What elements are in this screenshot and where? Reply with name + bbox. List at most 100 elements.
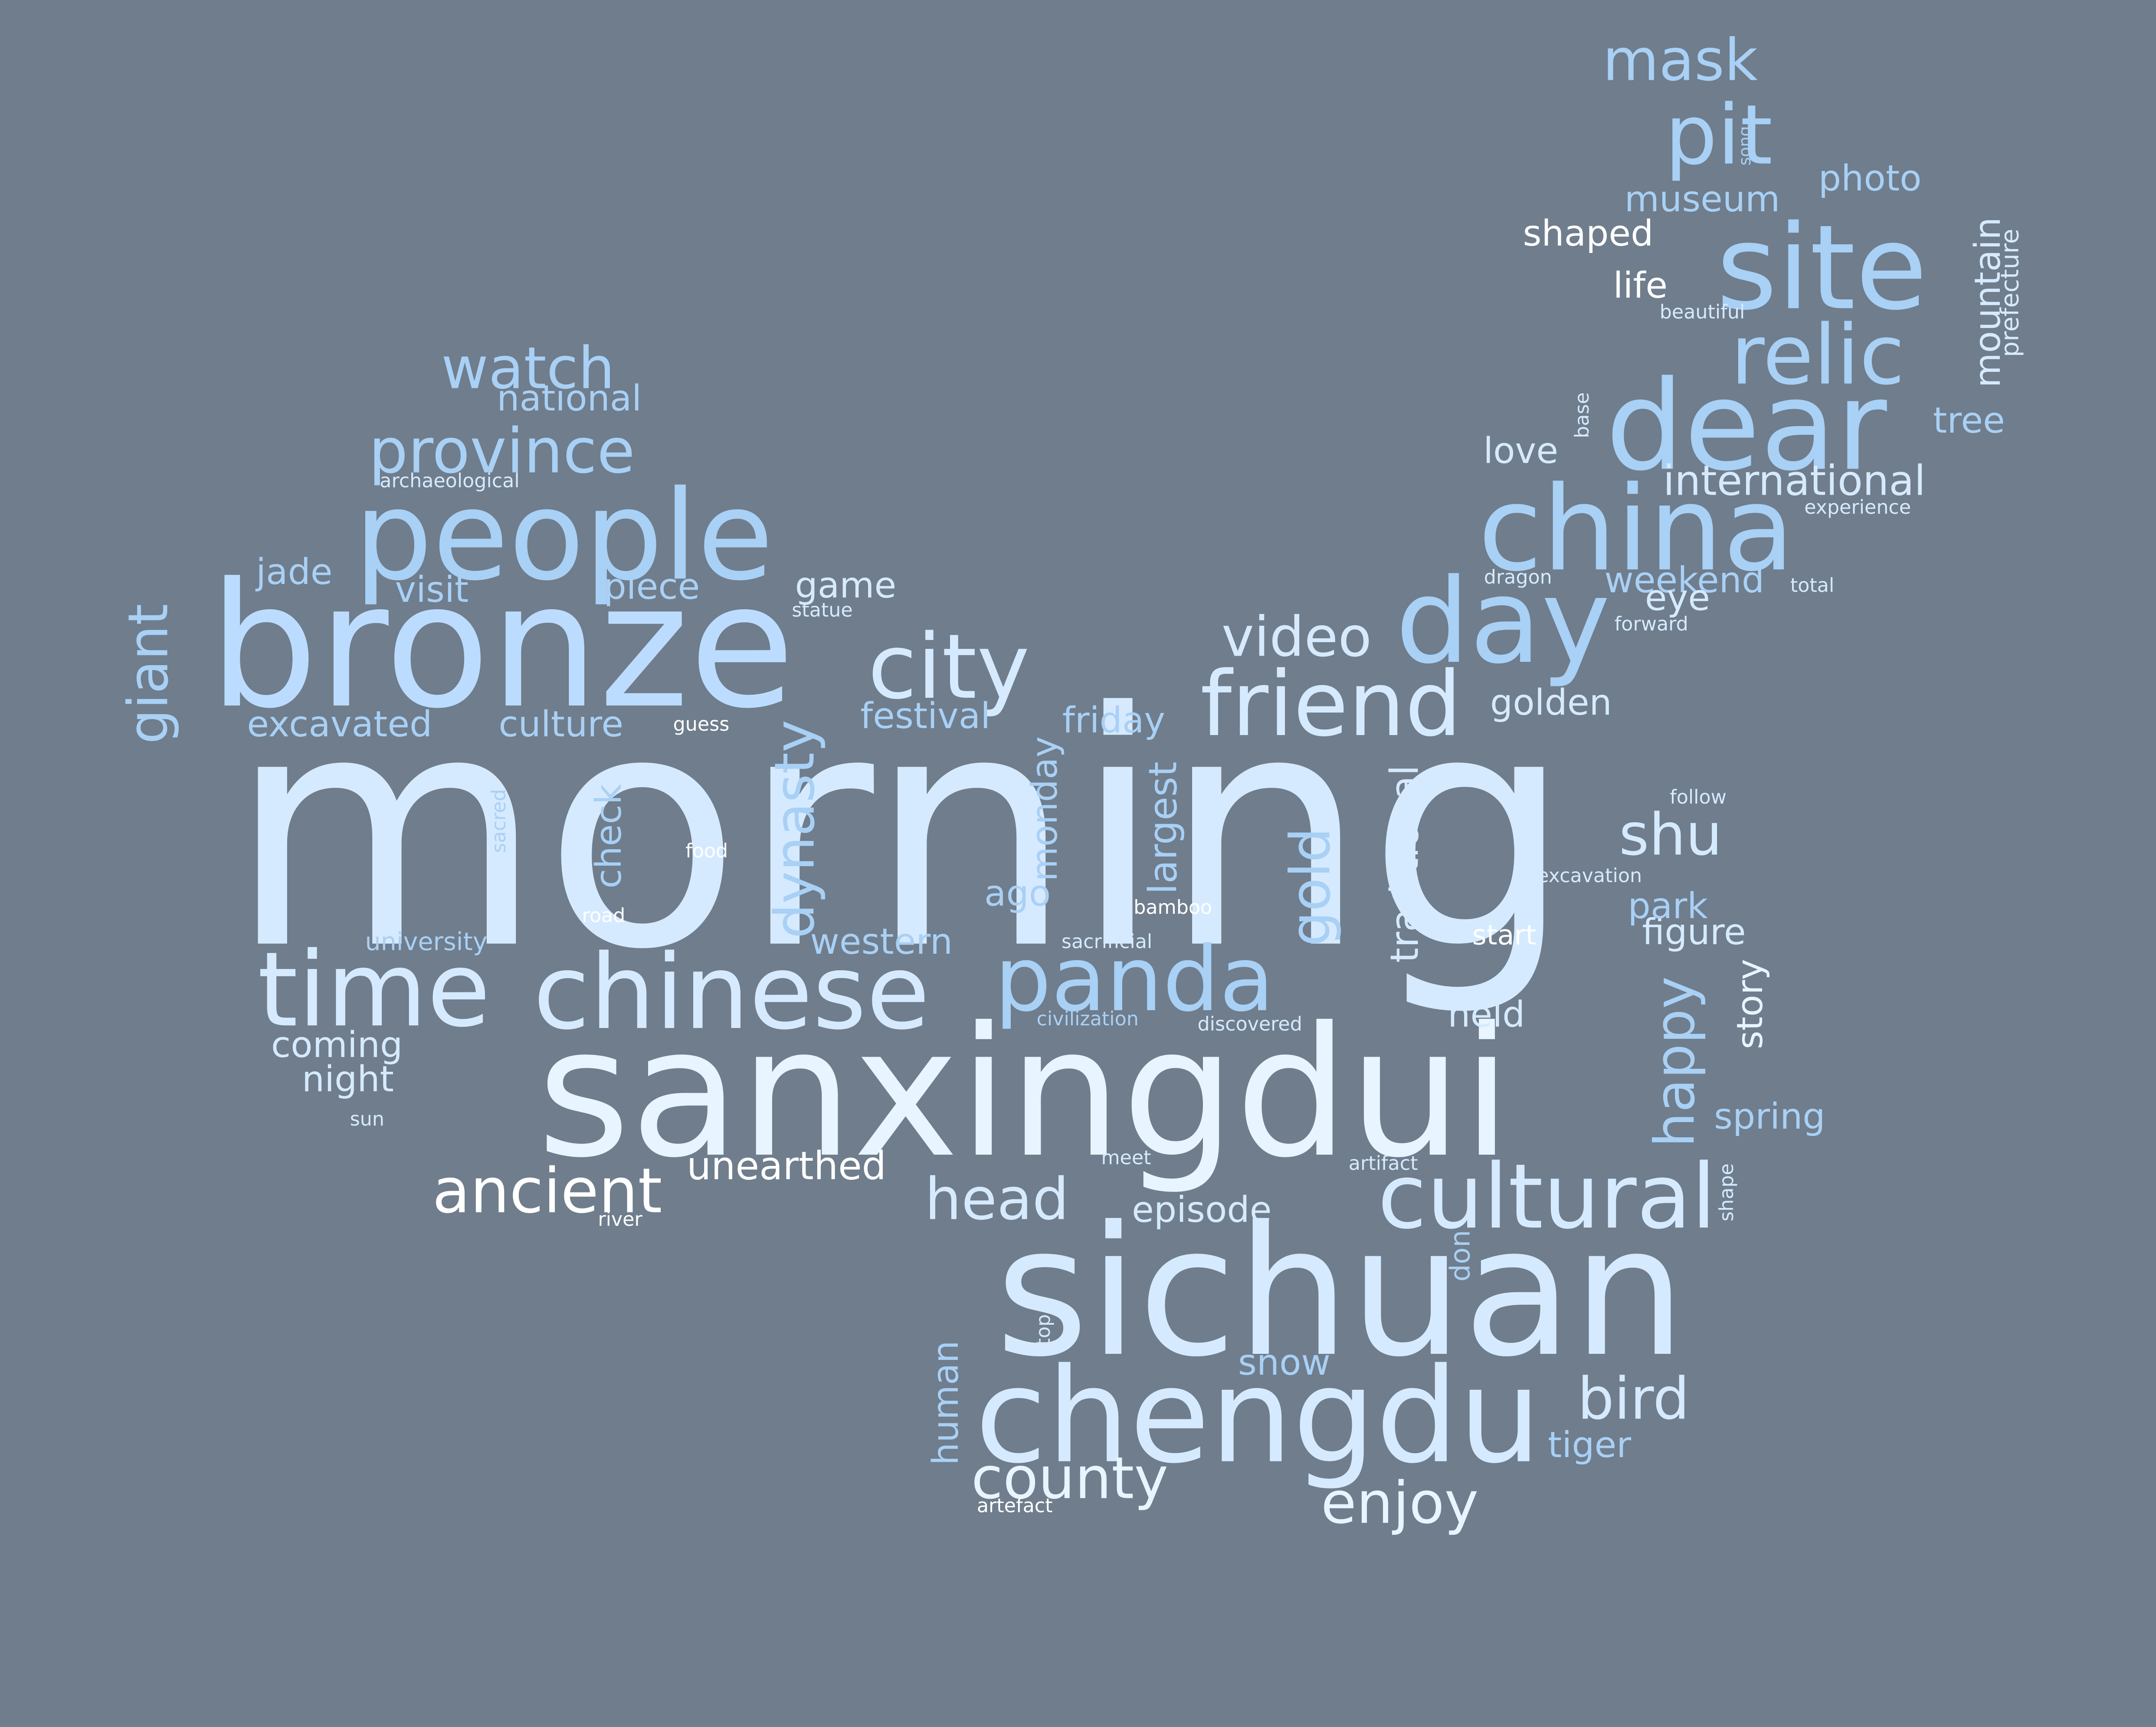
word-relic: relic <box>1730 306 1905 403</box>
word-game: game <box>795 565 897 607</box>
word-friday: friday <box>1062 699 1166 741</box>
word-culture: culture <box>498 704 624 745</box>
word-gold: gold <box>1278 827 1343 947</box>
word-held: held <box>1448 994 1525 1035</box>
word-song: song <box>1735 126 1755 166</box>
word-traditional: traditional <box>1383 765 1427 963</box>
word-panda: panda <box>994 927 1275 1031</box>
word-museum: museum <box>1624 178 1780 220</box>
word-sichuan: sichuan <box>995 1189 1686 1397</box>
word-day: day <box>1395 553 1611 689</box>
word-statue: statue <box>792 599 853 622</box>
word-base: base <box>1571 392 1594 439</box>
word-river: river <box>598 1208 642 1231</box>
word-park: park <box>1628 885 1708 927</box>
word-road: road <box>582 904 626 927</box>
word-total: total <box>1790 575 1835 597</box>
word-snow: snow <box>1238 1342 1330 1383</box>
word-guess: guess <box>673 713 730 736</box>
word-top: top <box>1032 1314 1055 1346</box>
word-province: province <box>368 415 635 487</box>
word-site: site <box>1716 200 1928 336</box>
word-sanxingdui: sanxingdui <box>537 989 1512 1197</box>
word-shu: shu <box>1619 801 1723 869</box>
word-tiger: tiger <box>1548 1425 1632 1466</box>
word-sun: sun <box>350 1108 384 1130</box>
word-life: life <box>1613 265 1668 307</box>
word-monday: monday <box>1024 736 1065 882</box>
word-food: food <box>685 840 728 862</box>
word-pit: pit <box>1665 86 1773 183</box>
word-giant: giant <box>116 604 180 744</box>
word-cultural: cultural <box>1377 1144 1717 1249</box>
word-tree: tree <box>1933 400 2005 441</box>
word-excavation: excavation <box>1537 864 1642 887</box>
word-head: head <box>924 1166 1069 1233</box>
word-civilization: civilization <box>1036 1008 1139 1030</box>
word-enjoy: enjoy <box>1320 1469 1479 1537</box>
word-friend: friend <box>1200 652 1462 756</box>
word-china: china <box>1478 461 1795 598</box>
word-sacrificial: sacrificial <box>1061 931 1153 953</box>
word-golden: golden <box>1490 682 1612 723</box>
word-don: don <box>1444 1230 1476 1282</box>
word-excavated: excavated <box>247 704 433 745</box>
word-meet: meet <box>1101 1146 1151 1169</box>
word-bird: bird <box>1577 1365 1690 1432</box>
word-piece: piece <box>603 566 700 608</box>
word-photo: photo <box>1818 158 1922 199</box>
word-dragon: dragon <box>1484 566 1552 589</box>
word-artifact: artifact <box>1348 1152 1418 1175</box>
word-shape: shape <box>1715 1163 1738 1222</box>
word-episode: episode <box>1132 1189 1272 1231</box>
word-people: people <box>354 464 774 608</box>
word-experience: experience <box>1804 496 1911 519</box>
word-morning: morning <box>228 644 1573 1020</box>
word-coming: coming <box>271 1024 403 1066</box>
word-largest: largest <box>1140 762 1186 895</box>
word-bamboo: bamboo <box>1134 896 1212 919</box>
word-story: story <box>1729 959 1771 1049</box>
word-prefecture: prefecture <box>1995 229 2025 358</box>
word-forward: forward <box>1614 613 1688 635</box>
word-chengdu: chengdu <box>975 1340 1542 1493</box>
word-chinese: chinese <box>533 932 930 1053</box>
word-time: time <box>257 930 491 1051</box>
word-ago: ago <box>984 873 1051 915</box>
word-archaeological: archaeological <box>380 470 520 492</box>
word-bronze: bronze <box>209 546 795 746</box>
word-university: university <box>365 927 488 956</box>
word-shaped: shaped <box>1523 213 1654 254</box>
word-ancient: ancient <box>432 1155 662 1227</box>
word-jade: jade <box>256 551 333 593</box>
word-night: night <box>301 1058 394 1100</box>
word-love: love <box>1483 430 1559 472</box>
word-festival: festival <box>860 696 991 737</box>
word-human: human <box>925 1340 967 1465</box>
word-weekend: weekend <box>1604 559 1765 601</box>
word-mask: mask <box>1602 26 1758 94</box>
word-happy: happy <box>1642 976 1707 1147</box>
word-discovered: discovered <box>1197 1013 1302 1036</box>
word-national: national <box>497 378 642 419</box>
word-unearthed: unearthed <box>687 1143 887 1189</box>
word-follow: follow <box>1670 786 1727 809</box>
word-sacred: sacred <box>488 789 510 853</box>
word-spring: spring <box>1714 1096 1825 1137</box>
word-county: county <box>971 1445 1169 1512</box>
word-artefact: artefact <box>976 1494 1053 1517</box>
word-western: western <box>810 921 953 962</box>
word-check: check <box>588 784 629 889</box>
word-city: city <box>868 615 1030 719</box>
word-dynasty: dynasty <box>762 720 827 939</box>
word-visit: visit <box>395 569 469 611</box>
word-international: international <box>1663 457 1926 505</box>
word-beautiful: beautiful <box>1659 301 1745 323</box>
word-dear: dear <box>1606 354 1887 498</box>
word-figure: figure <box>1642 911 1746 953</box>
word-start: start <box>1472 919 1537 951</box>
word-eye: eye <box>1645 577 1710 619</box>
word-watch: watch <box>441 335 615 402</box>
word-video: video <box>1221 604 1372 669</box>
